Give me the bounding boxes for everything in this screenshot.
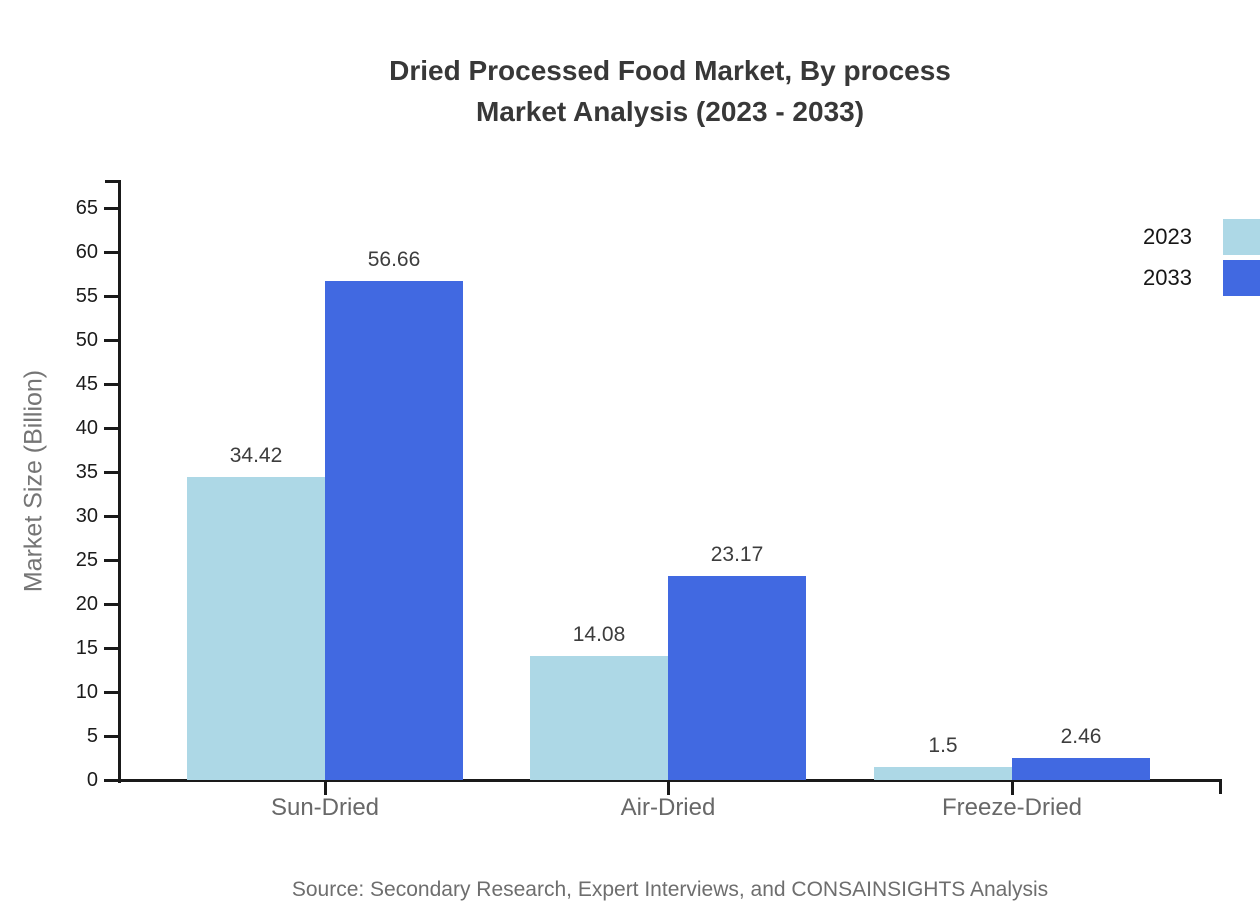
- x-axis-end-cap: [1219, 779, 1222, 794]
- y-tick-label: 15: [75, 637, 98, 659]
- y-tick-label: 30: [75, 505, 98, 527]
- y-tick-mark: [104, 383, 118, 386]
- legend-item-2023: 2023: [1143, 219, 1260, 255]
- x-tick-mark: [667, 780, 670, 795]
- y-tick-mark: [104, 691, 118, 694]
- legend: 2023 2033: [1143, 219, 1260, 301]
- y-tick-label: 55: [75, 285, 98, 307]
- y-tick-mark: [104, 515, 118, 518]
- y-tick-mark: [104, 647, 118, 650]
- chart-title: Dried Processed Food Market, By process …: [118, 50, 1222, 132]
- bar-2023-air-dried: [530, 656, 668, 780]
- y-axis-line: [118, 180, 121, 783]
- y-tick-mark: [104, 207, 118, 210]
- x-tick-mark: [1011, 780, 1014, 795]
- bar-2023-sun-dried: [187, 477, 325, 780]
- y-tick-label: 25: [75, 549, 98, 571]
- y-tick-label: 50: [75, 329, 98, 351]
- bar-value-label: 34.42: [229, 444, 283, 468]
- chart-title-line1: Dried Processed Food Market, By process: [389, 55, 951, 86]
- bar-2033-air-dried: [668, 576, 806, 780]
- y-tick-label: 0: [86, 769, 98, 791]
- bar-value-label: 23.17: [710, 543, 764, 567]
- y-tick-label: 20: [75, 593, 98, 615]
- y-tick-label: 5: [86, 725, 98, 747]
- y-tick-label: 35: [75, 461, 98, 483]
- y-tick-label: 65: [75, 197, 98, 219]
- bar-value-label: 14.08: [572, 623, 626, 647]
- y-tick-mark: [104, 295, 118, 298]
- bar-value-label: 2.46: [1060, 725, 1102, 749]
- chart-title-line2: Market Analysis (2023 - 2033): [475, 96, 865, 127]
- legend-color-swatch: [1223, 219, 1260, 255]
- y-tick-mark: [104, 339, 118, 342]
- y-tick-mark: [104, 603, 118, 606]
- y-tick-mark: [104, 427, 118, 430]
- legend-item-2033: 2033: [1143, 260, 1260, 296]
- y-tick-mark: [104, 559, 118, 562]
- y-tick-label: 10: [75, 681, 98, 703]
- bar-2023-freeze-dried: [874, 766, 1012, 780]
- legend-color-swatch: [1223, 260, 1260, 296]
- source-note: Source: Secondary Research, Expert Inter…: [291, 878, 1049, 901]
- category-label: Air-Dried: [620, 794, 716, 821]
- category-label: Sun-Dried: [270, 794, 380, 821]
- y-tick-mark: [104, 779, 118, 782]
- bar-2033-sun-dried: [325, 281, 463, 780]
- y-tick-mark: [104, 251, 118, 254]
- x-axis-line: [118, 779, 1222, 782]
- y-tick-label: 60: [75, 241, 98, 263]
- x-tick-mark: [324, 780, 327, 795]
- bar-value-label: 1.5: [928, 733, 958, 757]
- legend-item-label: 2033: [1143, 265, 1192, 290]
- y-tick-label: 40: [75, 417, 98, 439]
- bar-value-label: 56.66: [367, 248, 421, 272]
- y-tick-label: 45: [75, 373, 98, 395]
- category-label: Freeze-Dried: [941, 794, 1083, 821]
- bar-2033-freeze-dried: [1012, 758, 1150, 780]
- y-axis-top-cap: [105, 180, 118, 183]
- y-tick-mark: [104, 471, 118, 474]
- legend-item-label: 2023: [1143, 224, 1192, 249]
- y-tick-mark: [104, 735, 118, 738]
